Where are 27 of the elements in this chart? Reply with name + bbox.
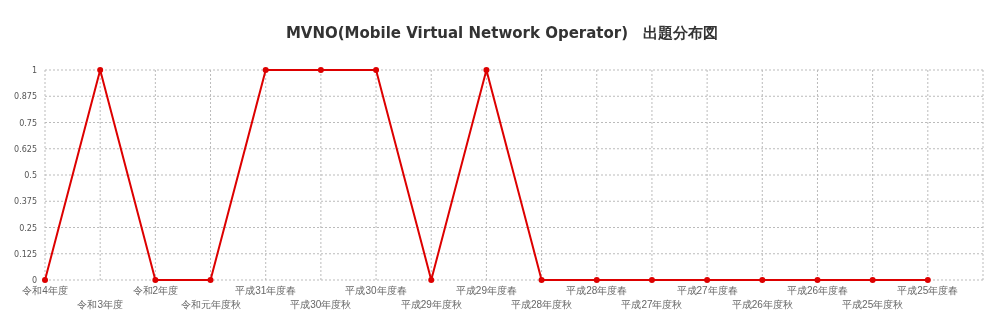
x-tick-label: 平成29年度秋 <box>400 299 462 310</box>
x-tick-label: 平成27年度春 <box>676 285 738 296</box>
x-tick-label: 令和2年度 <box>132 285 179 296</box>
x-tick-label: 平成30年度春 <box>345 285 407 296</box>
y-tick-label: 0.375 <box>14 197 37 207</box>
x-tick-label: 平成26年度秋 <box>731 299 793 310</box>
x-tick-label: 平成25年度秋 <box>842 299 904 310</box>
x-tick-label: 令和3年度 <box>77 299 123 310</box>
x-tick-label: 令和4年度 <box>22 285 68 296</box>
x-tick-label: 令和元年度秋 <box>180 299 241 310</box>
x-tick-label: 平成28年度春 <box>566 285 628 296</box>
x-tick-label: 平成25年度春 <box>897 285 959 296</box>
y-tick-label: 0.75 <box>19 118 37 128</box>
y-tick-label: 0.875 <box>14 92 37 102</box>
y-tick-label: 1 <box>31 66 37 75</box>
y-tick-label: 0.125 <box>14 249 37 259</box>
y-tick-label: 0 <box>31 276 37 285</box>
y-tick-label: 0.25 <box>19 223 37 233</box>
x-tick-label: 平成31年度春 <box>235 285 297 296</box>
y-tick-label: 0.625 <box>14 144 37 154</box>
chart-title: MVNO(Mobile Virtual Network Operator) 出題分布図 <box>285 24 719 42</box>
x-tick-label: 平成28年度秋 <box>511 299 573 310</box>
x-tick-label: 平成29年度春 <box>455 285 517 296</box>
x-tick-label: 平成26年度春 <box>786 285 849 296</box>
y-tick-label: 0.5 <box>24 171 37 180</box>
x-tick-label: 平成30年度秋 <box>290 299 352 310</box>
x-tick-label: 平成27年度秋 <box>621 299 683 310</box>
